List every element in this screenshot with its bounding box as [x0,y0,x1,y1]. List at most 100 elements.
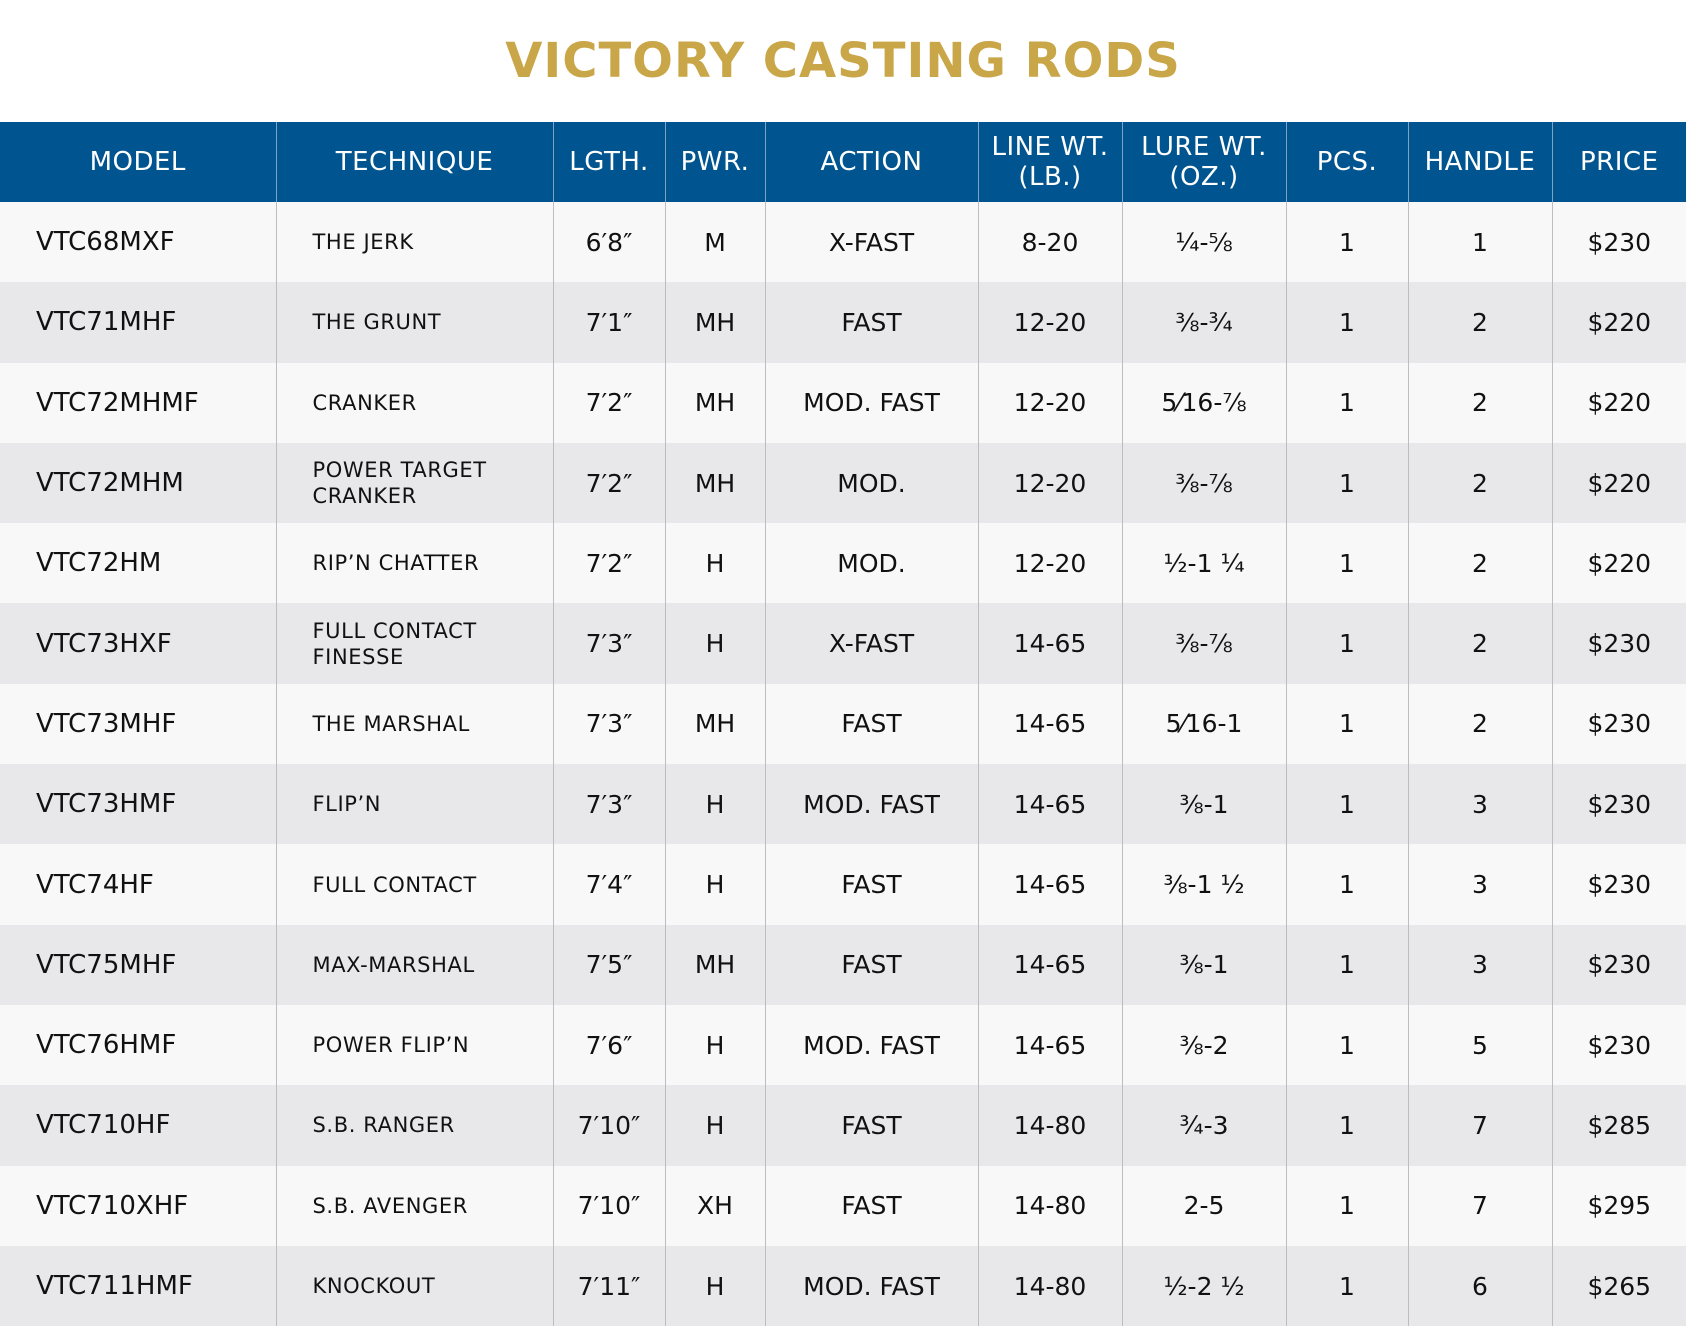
power-cell: MH [664,924,765,1005]
length-cell: 7′3″ [552,683,665,765]
power-cell: H [664,603,765,684]
technique-cell: MAX-MARSHAL [275,924,553,1005]
line-weight-cell: 14-65 [977,764,1122,845]
pieces-cell: 1 [1285,924,1408,1005]
header-pieces: PCS. [1285,122,1408,202]
price-cell: $230 [1551,1004,1686,1086]
line-weight-cell: 14-80 [977,1085,1122,1166]
technique-cell: KNOCKOUT [275,1245,553,1327]
power-cell: H [664,844,765,925]
action-cell: FAST [764,683,978,765]
price-cell: $230 [1551,764,1686,845]
handle-cell: 2 [1407,282,1552,363]
price-cell: $220 [1551,442,1686,524]
technique-cell: THE MARSHAL [275,683,553,765]
technique-cell: FLIP’N [275,764,553,845]
power-cell: H [664,523,765,604]
pieces-cell: 1 [1285,282,1408,363]
table-row: VTC710XHF S.B. AVENGER 7′10″ XH FAST 14-80 2-5… [0,1165,1686,1246]
length-cell: 7′10″ [552,1165,665,1246]
lure-weight-cell: ⅜-⅞ [1121,603,1286,684]
handle-cell: 6 [1407,1245,1552,1327]
line-weight-cell: 12-20 [977,362,1122,443]
action-cell: MOD. [764,523,978,604]
line-weight-cell: 14-80 [977,1165,1122,1246]
handle-cell: 2 [1407,523,1552,604]
header-row: MODEL TECHNIQUE LGTH. PWR. ACTION LINE W… [0,122,1686,202]
rods-table: MODEL TECHNIQUE LGTH. PWR. ACTION LINE W… [0,122,1686,1327]
handle-cell: 2 [1407,603,1552,684]
action-cell: FAST [764,1165,978,1246]
table-row: VTC72MHMF CRANKER 7′2″ MH MOD. FAST 12-20 5⁄16… [0,362,1686,443]
lure-weight-cell: ⅜-1 [1121,764,1286,845]
technique-cell: S.B. AVENGER [275,1165,553,1246]
model-cell: VTC72MHMF [0,362,276,443]
model-cell: VTC711HMF [0,1245,276,1327]
length-cell: 7′1″ [552,282,665,363]
header-handle: HANDLE [1407,122,1552,202]
action-cell: FAST [764,924,978,1005]
price-cell: $230 [1551,924,1686,1005]
length-cell: 7′2″ [552,442,665,524]
table-row: VTC710HF S.B. RANGER 7′10″ H FAST 14-80 ¾-3 1 7 $… [0,1085,1686,1166]
action-cell: MOD. FAST [764,1004,978,1086]
power-cell: MH [664,362,765,443]
table-row: VTC73MHF THE MARSHAL 7′3″ MH FAST 14-65 5⁄16-1… [0,683,1686,765]
table-row: VTC75MHF MAX-MARSHAL 7′5″ MH FAST 14-65 ⅜-1 1 3 $… [0,924,1686,1005]
lure-weight-cell: ⅜-1 [1121,924,1286,1005]
pieces-cell: 1 [1285,1165,1408,1246]
price-cell: $295 [1551,1165,1686,1246]
lure-weight-cell: ⅜-⅞ [1121,442,1286,524]
lure-weight-cell: 5⁄16-1 [1121,683,1286,765]
line-weight-cell: 8-20 [977,202,1122,283]
technique-cell: POWER TARGET CRANKER [275,442,553,524]
price-cell: $220 [1551,523,1686,604]
lure-weight-cell: ⅜-¾ [1121,282,1286,363]
lure-weight-cell: ¾-3 [1121,1085,1286,1166]
pieces-cell: 1 [1285,1004,1408,1086]
handle-cell: 7 [1407,1165,1552,1246]
handle-cell: 5 [1407,1004,1552,1086]
model-cell: VTC73HMF [0,764,276,845]
lure-weight-cell: ¼-⅝ [1121,202,1286,283]
pieces-cell: 1 [1285,1245,1408,1327]
technique-cell: CRANKER [275,362,553,443]
line-weight-cell: 14-65 [977,603,1122,684]
model-cell: VTC71MHF [0,282,276,363]
length-cell: 7′2″ [552,523,665,604]
table-row: VTC73HMF FLIP’N 7′3″ H MOD. FAST 14-65 ⅜-1 1 3 $2… [0,764,1686,845]
table-header: MODEL TECHNIQUE LGTH. PWR. ACTION LINE W… [0,122,1686,202]
price-cell: $230 [1551,603,1686,684]
table-row: VTC76HMF POWER FLIP’N 7′6″ H MOD. FAST 14-65 ⅜… [0,1004,1686,1086]
page-title: VICTORY CASTING RODS [505,33,1181,89]
table-row: VTC68MXF THE JERK 6′8″ M X-FAST 8-20 ¼-⅝ 1 1 $230 [0,202,1686,283]
action-cell: MOD. FAST [764,764,978,845]
length-cell: 7′6″ [552,1004,665,1086]
model-cell: VTC710HF [0,1085,276,1166]
header-lure-weight: LURE WT. (OZ.) [1121,122,1286,202]
pieces-cell: 1 [1285,844,1408,925]
lure-weight-cell: 5⁄16-⅞ [1121,362,1286,443]
handle-cell: 3 [1407,924,1552,1005]
pieces-cell: 1 [1285,764,1408,845]
technique-cell: FULL CONTACT [275,844,553,925]
line-weight-cell: 14-65 [977,683,1122,765]
length-cell: 7′3″ [552,764,665,845]
pieces-cell: 1 [1285,523,1408,604]
header-model: MODEL [0,122,276,202]
power-cell: MH [664,683,765,765]
power-cell: H [664,764,765,845]
pieces-cell: 1 [1285,603,1408,684]
line-weight-cell: 12-20 [977,523,1122,604]
action-cell: MOD. FAST [764,1245,978,1327]
length-cell: 7′10″ [552,1085,665,1166]
action-cell: FAST [764,1085,978,1166]
price-cell: $220 [1551,282,1686,363]
header-action: ACTION [764,122,978,202]
model-cell: VTC72HM [0,523,276,604]
action-cell: FAST [764,844,978,925]
model-cell: VTC75MHF [0,924,276,1005]
